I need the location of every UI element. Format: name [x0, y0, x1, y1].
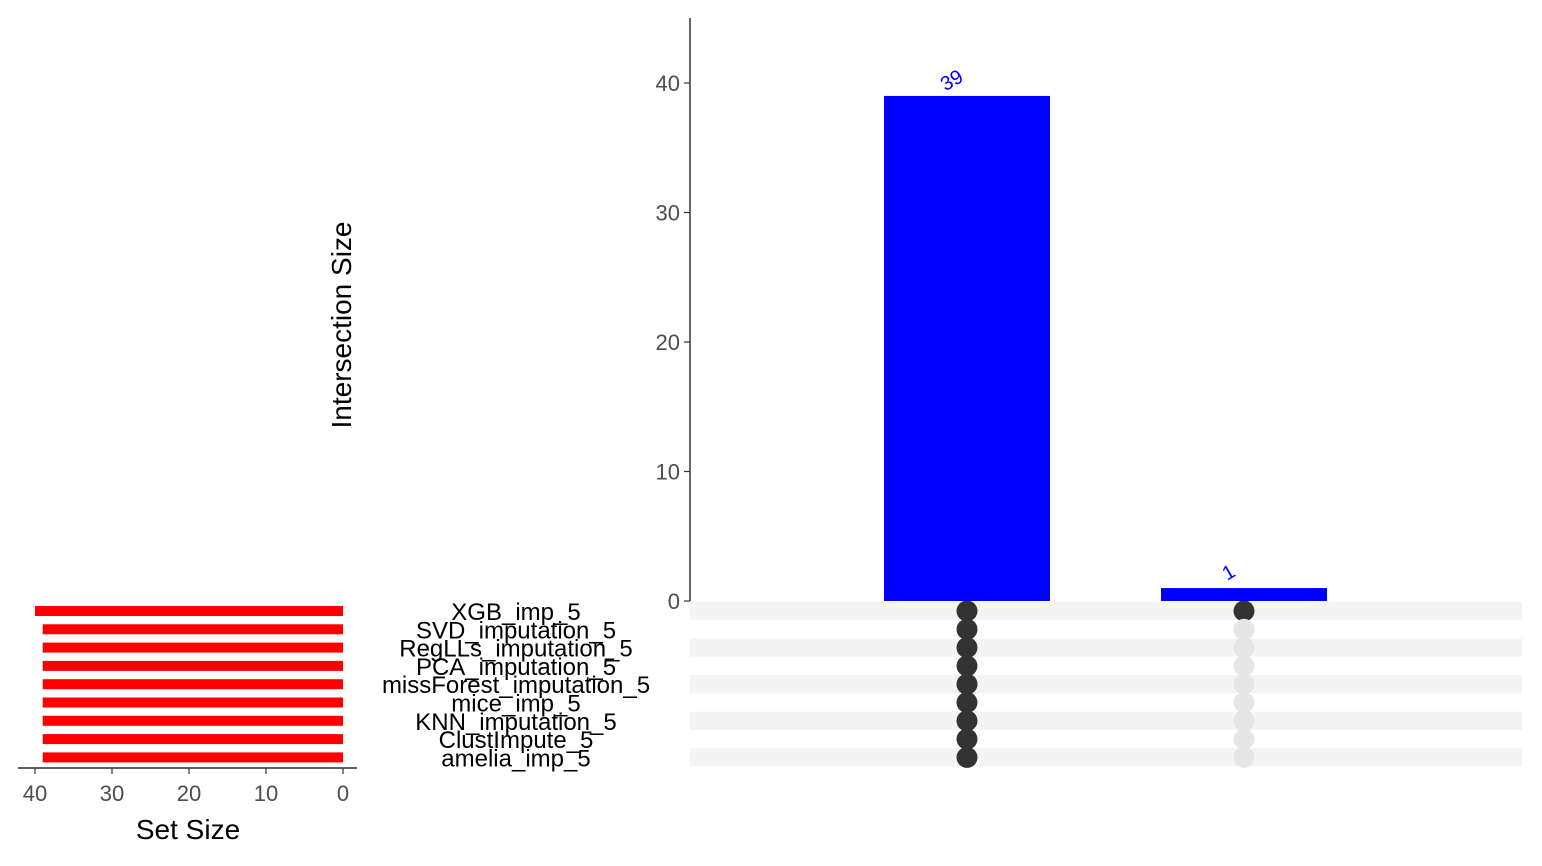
set-size-bar [42, 715, 343, 726]
intersection-bar-label: 39 [937, 66, 967, 96]
membership-dot-inactive [1233, 673, 1255, 695]
membership-dot-active [1233, 600, 1255, 622]
y-tick-label: 20 [656, 330, 680, 355]
set-size-axis: 40 30 20 10 0 [18, 767, 357, 806]
matrix-row-band [690, 601, 1522, 621]
set-size-bar [42, 752, 343, 763]
set-name-label: PCA_imputation_5 [416, 654, 616, 681]
set-size-tick-label: 10 [254, 781, 278, 806]
membership-dot-active [956, 655, 978, 677]
membership-dot-active [956, 618, 978, 640]
matrix-row-band [690, 638, 1522, 657]
set-size-bar [42, 642, 343, 653]
y-tick-label: 10 [656, 460, 680, 485]
intersection-bar-label: 1 [1219, 561, 1240, 586]
y-tick-label: 30 [656, 201, 680, 226]
matrix-row-band [690, 748, 1522, 767]
set-name-label: missForest_imputation_5 [382, 672, 650, 699]
set-name-label: SVD_imputation_5 [416, 617, 616, 644]
set-name-labels: XGB_imp_5SVD_imputation_5RegLLs_imputati… [382, 599, 650, 772]
set-size-bars [35, 606, 343, 763]
membership-matrix [956, 600, 1255, 768]
set-size-bar [42, 660, 343, 671]
set-name-label: ClustImpute_5 [439, 727, 594, 754]
set-size-bar [42, 624, 343, 635]
membership-dot-active [956, 710, 978, 732]
membership-dot-inactive [1233, 637, 1255, 659]
set-size-bar [42, 734, 343, 745]
membership-dot-active [956, 637, 978, 659]
membership-dot-inactive [1233, 692, 1255, 713]
matrix-row-band [690, 675, 1522, 694]
membership-dot-active [956, 692, 978, 713]
membership-dot-inactive [1233, 655, 1255, 677]
membership-dot-active [956, 746, 978, 768]
set-size-bar [35, 606, 343, 616]
matrix-background [690, 601, 1522, 767]
set-name-label: amelia_imp_5 [441, 745, 590, 772]
set-name-label: mice_imp_5 [451, 691, 580, 718]
y-tick-label: 40 [656, 71, 680, 96]
membership-dot-active [956, 728, 978, 750]
set-name-label: XGB_imp_5 [451, 599, 580, 626]
intersection-size-axis: 0 10 20 30 40 [656, 18, 691, 614]
membership-dot-active [956, 600, 978, 622]
set-size-tick-label: 40 [23, 781, 47, 806]
y-axis-title: Intersection Size [326, 222, 357, 429]
set-size-tick-label: 20 [177, 781, 201, 806]
set-name-label: RegLLs_imputation_5 [399, 636, 633, 663]
membership-dot-active [956, 673, 978, 695]
set-size-bar [42, 697, 343, 708]
matrix-row-band [690, 711, 1522, 730]
y-tick-label: 0 [668, 589, 680, 614]
membership-dot-inactive [1233, 728, 1255, 750]
intersection-bar [1161, 588, 1327, 601]
set-name-label: KNN_imputation_5 [415, 709, 616, 736]
intersection-bar [884, 95, 1050, 601]
membership-dot-inactive [1233, 618, 1255, 640]
membership-dot-inactive [1233, 746, 1255, 768]
set-size-tick-label: 30 [100, 781, 124, 806]
set-size-bar [42, 679, 343, 690]
membership-dot-inactive [1233, 710, 1255, 732]
intersection-bars [884, 95, 1327, 601]
set-size-axis-title: Set Size [136, 814, 240, 845]
set-size-tick-label: 0 [337, 781, 349, 806]
